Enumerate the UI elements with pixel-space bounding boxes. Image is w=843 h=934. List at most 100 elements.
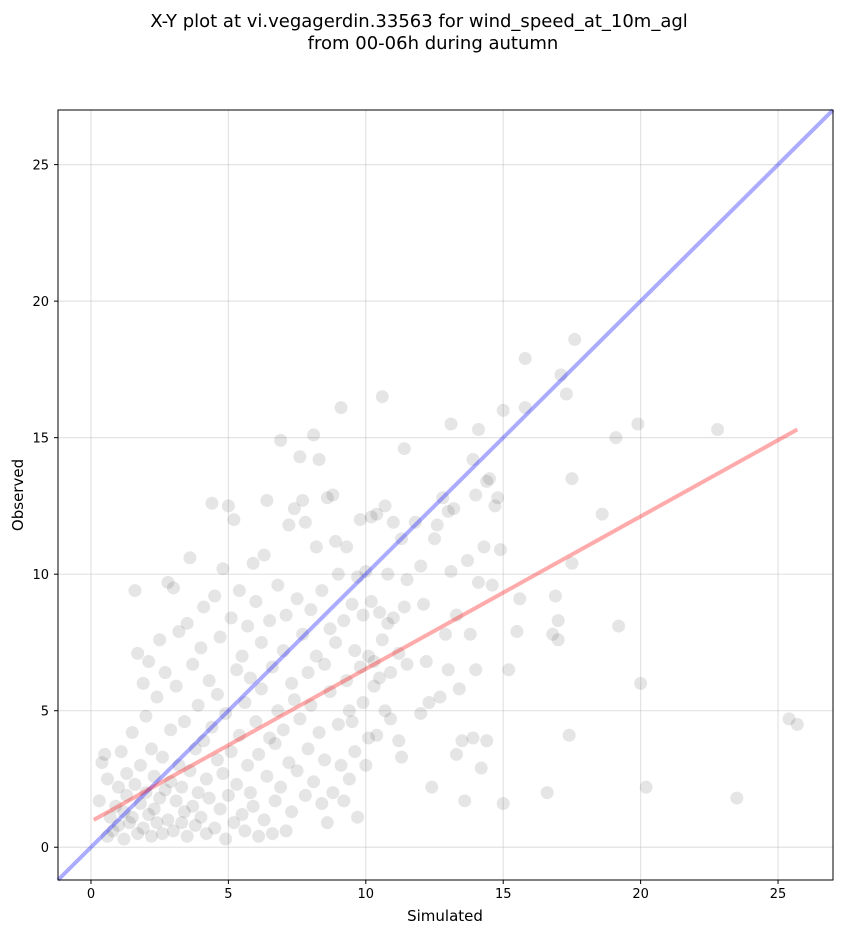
data-point [161, 575, 175, 589]
data-point [175, 780, 189, 794]
data-point [232, 728, 246, 742]
data-point [540, 786, 554, 800]
data-point [496, 797, 510, 811]
data-point [315, 797, 329, 811]
data-point [133, 758, 147, 772]
data-point [466, 731, 480, 745]
data-point [370, 728, 384, 742]
data-point [249, 715, 263, 729]
data-point [384, 712, 398, 726]
data-point [329, 534, 343, 548]
data-point [408, 515, 422, 529]
data-point [301, 665, 315, 679]
data-point [370, 507, 384, 521]
data-point [139, 786, 153, 800]
data-point [551, 614, 565, 628]
data-point [153, 791, 167, 805]
data-point [298, 515, 312, 529]
data-point [150, 690, 164, 704]
data-point [216, 767, 230, 781]
data-point [634, 676, 648, 690]
y-tick-label: 10 [32, 568, 49, 583]
data-point [263, 614, 277, 628]
data-point [565, 472, 579, 486]
data-point [353, 513, 367, 527]
data-point [307, 428, 321, 442]
data-point [433, 690, 447, 704]
data-point [348, 745, 362, 759]
data-point [279, 824, 293, 838]
data-point [232, 584, 246, 598]
data-point [323, 685, 337, 699]
data-point [441, 504, 455, 518]
data-point [449, 608, 463, 622]
data-point [378, 499, 392, 513]
plot-frame [57, 109, 834, 881]
data-point [186, 799, 200, 813]
data-point [340, 540, 354, 554]
data-point [546, 627, 560, 641]
data-point [466, 453, 480, 467]
data-point [257, 548, 271, 562]
data-point [224, 745, 238, 759]
data-point [199, 827, 213, 841]
data-point [219, 706, 233, 720]
data-point [326, 786, 340, 800]
data-point [730, 791, 744, 805]
data-point [318, 753, 332, 767]
data-point [430, 518, 444, 532]
data-point [142, 655, 156, 669]
data-point [230, 777, 244, 791]
data-point [183, 551, 197, 565]
data-point [397, 600, 411, 614]
data-point [554, 368, 568, 382]
data-point [334, 758, 348, 772]
data-point [400, 573, 414, 587]
data-point [144, 742, 158, 756]
data-point [172, 625, 186, 639]
data-point [340, 674, 354, 688]
data-point [351, 810, 365, 824]
data-point [414, 706, 428, 720]
data-point [188, 742, 202, 756]
data-point [488, 499, 502, 513]
data-point [309, 540, 323, 554]
data-point [158, 665, 172, 679]
data-point [782, 712, 796, 726]
data-point [482, 472, 496, 486]
data-point [422, 696, 436, 710]
data-point [114, 745, 128, 759]
data-point [235, 807, 249, 821]
data-point [128, 584, 142, 598]
data-point [249, 594, 263, 608]
data-point [153, 633, 167, 647]
data-point [298, 788, 312, 802]
data-point [122, 816, 136, 830]
data-point [139, 709, 153, 723]
data-point [331, 567, 345, 581]
y-tick-label: 15 [32, 432, 49, 447]
data-point [477, 540, 491, 554]
data-point [257, 813, 271, 827]
data-point [496, 403, 510, 417]
regression-line [92, 427, 799, 822]
data-point [441, 663, 455, 677]
chart-title-line-1: X-Y plot at vi.vegagerdin.33563 for wind… [150, 11, 688, 32]
data-point [296, 627, 310, 641]
data-point [227, 513, 241, 527]
data-point [296, 493, 310, 507]
data-point [392, 646, 406, 660]
data-point [463, 627, 477, 641]
data-point [334, 401, 348, 415]
data-point [455, 734, 469, 748]
data-point [208, 821, 222, 835]
data-point [254, 682, 268, 696]
data-point [144, 829, 158, 843]
data-point [246, 799, 260, 813]
data-point [202, 674, 216, 688]
data-point [353, 660, 367, 674]
data-point [254, 635, 268, 649]
data-point [287, 502, 301, 516]
data-point [213, 630, 227, 644]
data-point [639, 780, 653, 794]
